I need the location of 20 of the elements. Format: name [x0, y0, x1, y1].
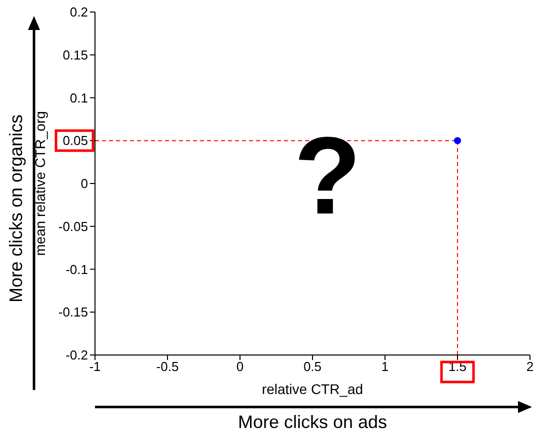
x-axis-title: relative CTR_ad [262, 381, 364, 397]
y-tick-label: -0.15 [58, 304, 88, 320]
x-tick-label: 2 [526, 359, 534, 374]
annotation: ? [294, 114, 362, 238]
x-tick-label: 0 [236, 359, 244, 374]
text: More clicks on ads [238, 412, 388, 432]
x-tick-label: -0.5 [156, 359, 179, 374]
x-tick-label: 1 [381, 359, 389, 374]
y-tick-label: 0.1 [70, 90, 88, 106]
text: More clicks on organics [6, 114, 26, 303]
y-tick-label: 0.2 [70, 4, 88, 20]
y-tick-label: 0 [80, 176, 88, 192]
y-tick-label: 0.05 [62, 133, 88, 148]
x-tick-label: 0.5 [303, 359, 322, 374]
y-tick-label: -0.1 [66, 262, 88, 277]
y-tick-label: 0.15 [62, 47, 88, 62]
y-axis-title: mean relative CTR_org [32, 111, 48, 256]
y-tick-label: -0.05 [58, 218, 88, 234]
x-tick-label: -1 [89, 359, 101, 374]
y-tick-label: -0.2 [66, 348, 88, 363]
